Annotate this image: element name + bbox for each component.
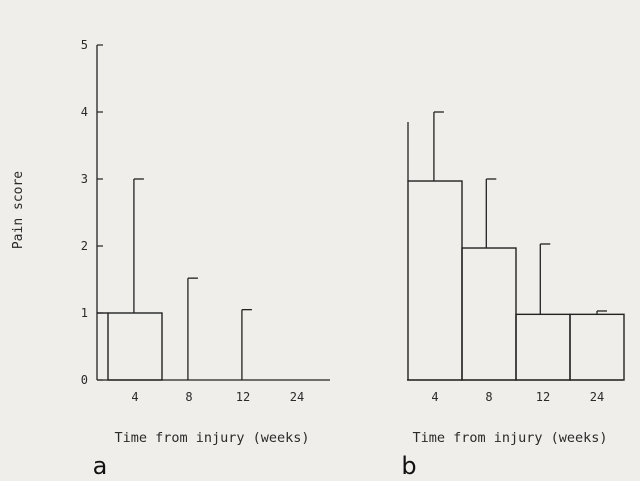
x-tick-label: 24 xyxy=(590,390,604,404)
bar xyxy=(515,313,571,381)
bar xyxy=(461,247,517,381)
x-axis-ticks: 4 8 12 24 xyxy=(431,390,604,404)
x-tick-label: 4 xyxy=(431,390,438,404)
y-tick-label: 1 xyxy=(81,306,88,320)
bar xyxy=(107,312,163,381)
x-tick-label: 12 xyxy=(536,390,550,404)
bar xyxy=(407,180,463,381)
x-tick-label: 8 xyxy=(185,390,192,404)
y-tick-label: 2 xyxy=(81,239,88,253)
x-tick-label: 24 xyxy=(290,390,304,404)
x-tick-label: 4 xyxy=(131,390,138,404)
bar xyxy=(569,313,625,381)
y-tick-label: 5 xyxy=(81,38,88,52)
chart-panel-b: 4 8 12 24 Time from injury (weeks) b xyxy=(401,111,625,480)
y-tick-label: 3 xyxy=(81,172,88,186)
y-axis-ticks: 0 1 2 3 4 5 xyxy=(81,38,103,387)
y-tick-label: 0 xyxy=(81,373,88,387)
x-axis-ticks: 4 8 12 24 xyxy=(131,390,304,404)
x-tick-label: 8 xyxy=(485,390,492,404)
y-axis-label: Pain score xyxy=(11,171,26,249)
x-tick-label: 12 xyxy=(236,390,250,404)
x-axis-label: Time from injury (weeks) xyxy=(114,430,309,446)
bars xyxy=(407,111,625,381)
panel-label-b: b xyxy=(401,452,416,480)
y-tick-label: 4 xyxy=(81,105,88,119)
bars xyxy=(97,178,252,381)
panel-label-a: a xyxy=(93,452,108,480)
x-axis-label: Time from injury (weeks) xyxy=(412,430,607,446)
